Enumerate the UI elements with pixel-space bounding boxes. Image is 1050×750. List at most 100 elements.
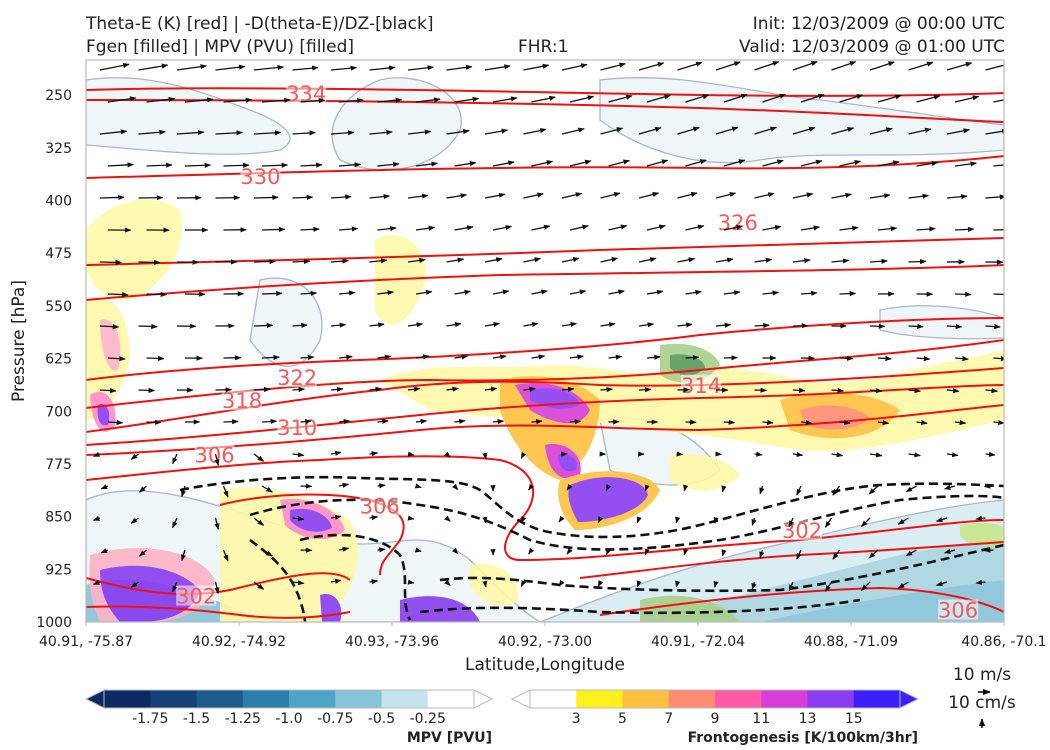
wind-vector xyxy=(800,290,818,296)
wind-vector xyxy=(683,484,689,492)
valid-time: Valid: 12/03/2009 @ 01:00 UTC xyxy=(739,37,1005,57)
wind-vector xyxy=(130,581,139,588)
y-tick-label: 625 xyxy=(45,352,72,368)
wind-vector xyxy=(985,324,1001,330)
wind-vector xyxy=(484,128,509,135)
wind-vector xyxy=(292,194,314,200)
wind-vector xyxy=(369,322,385,328)
wind-vector xyxy=(531,95,556,103)
wind-vector xyxy=(985,128,1004,135)
wind-vector xyxy=(762,290,780,296)
contour-label-bg xyxy=(359,495,400,516)
theta-e-contour-label: 302 xyxy=(176,585,216,609)
wind-vector xyxy=(983,483,994,489)
theta-e-contour-label: 310 xyxy=(277,416,317,440)
wind-vector xyxy=(561,63,588,71)
wind-vector xyxy=(946,194,968,200)
wind-vector xyxy=(253,130,282,136)
theta-e-contour-label: 306 xyxy=(938,599,978,623)
x-tick-label: 40.91, -72.04 xyxy=(651,634,745,650)
wind-vector xyxy=(993,164,1004,167)
wind-vector xyxy=(897,581,909,589)
wind-vector xyxy=(792,60,818,71)
fgen-colorbar-segment xyxy=(761,690,808,708)
theta-e-contour-label: 326 xyxy=(718,211,758,235)
wind-vector xyxy=(454,96,480,103)
wind-vector xyxy=(138,63,169,71)
title-line-1: Theta-E (K) [red] | -D(theta-E)/DZ-[blac… xyxy=(86,14,434,34)
mpv-colorbar-segment xyxy=(427,690,475,708)
wind-vector xyxy=(946,452,959,458)
wind-vector xyxy=(214,453,220,467)
fgen-colorbar-tick: 5 xyxy=(618,711,627,727)
wind-vector xyxy=(869,452,883,458)
wind-vector xyxy=(492,354,507,360)
vector-key-vertical: 10 cm/s xyxy=(948,693,1016,713)
wind-vector xyxy=(868,485,879,495)
wind-vector xyxy=(715,257,734,263)
wind-vector xyxy=(369,386,382,392)
wind-vector xyxy=(638,322,655,328)
wind-vector xyxy=(330,65,358,71)
wind-vector xyxy=(454,289,471,295)
wind-vector xyxy=(523,386,536,392)
contour-label-bg xyxy=(194,444,235,465)
wind-vector xyxy=(528,483,535,491)
y-tick-label: 775 xyxy=(45,457,72,473)
wind-vector xyxy=(869,193,891,199)
fgen-colorbar-tick: 15 xyxy=(845,711,863,727)
wind-vector xyxy=(130,517,139,524)
wind-vector xyxy=(600,386,614,393)
wind-vector xyxy=(869,258,888,264)
wind-vector xyxy=(146,355,165,361)
wind-vector xyxy=(916,94,941,103)
wind-vector xyxy=(558,515,565,523)
forecast-hour: FHR:1 xyxy=(518,37,569,57)
y-axis-label: Pressure [hPa] xyxy=(9,280,29,402)
wind-vector xyxy=(788,517,794,528)
wind-vector xyxy=(993,99,1004,103)
mpv-colorbar-segment xyxy=(335,690,382,708)
wind-vector xyxy=(569,289,587,295)
wind-vector xyxy=(683,548,689,556)
x-axis-label: Latitude,Longitude xyxy=(465,655,625,675)
y-tick-label: 250 xyxy=(45,88,72,104)
wind-vector xyxy=(531,289,548,295)
y-tick-label: 400 xyxy=(45,194,72,210)
wind-vector xyxy=(861,517,871,527)
wind-vector xyxy=(523,192,544,199)
wind-vector xyxy=(300,290,318,296)
wind-vector xyxy=(861,581,871,591)
wind-vector xyxy=(369,258,388,264)
wind-vector xyxy=(685,289,702,296)
wind-vector xyxy=(407,193,429,199)
wind-vector xyxy=(946,388,960,394)
wind-vector xyxy=(600,192,621,199)
wind-vector xyxy=(330,514,342,520)
wind-vector xyxy=(721,549,727,557)
wind-vector xyxy=(636,580,642,588)
fgen-colorbar-segment xyxy=(576,690,623,708)
wind-vector xyxy=(608,354,623,360)
wind-vector xyxy=(520,452,527,459)
fgen-colorbar-tick: 3 xyxy=(572,711,581,727)
wind-vector xyxy=(222,485,229,498)
wind-vector xyxy=(484,386,498,392)
fgen-colorbar-tick: 9 xyxy=(711,711,720,727)
wind-vector xyxy=(414,483,422,489)
wind-vector xyxy=(762,419,774,425)
wind-vector xyxy=(338,290,356,296)
wind-vector xyxy=(484,257,503,263)
wind-vector xyxy=(644,548,650,556)
mpv-colorbar-segment xyxy=(242,690,290,708)
wind-vector xyxy=(600,322,616,328)
wind-vector xyxy=(713,580,719,588)
wind-vector xyxy=(566,547,573,555)
theta-e-contour-label: 330 xyxy=(240,165,280,189)
mpv-colorbar-tick: -1.25 xyxy=(225,711,261,727)
wind-vector xyxy=(261,485,273,493)
wind-vector xyxy=(222,549,229,562)
fgen-colorbar-segment xyxy=(853,690,901,708)
wind-vector xyxy=(338,97,364,104)
contour-label-bg xyxy=(176,585,217,606)
